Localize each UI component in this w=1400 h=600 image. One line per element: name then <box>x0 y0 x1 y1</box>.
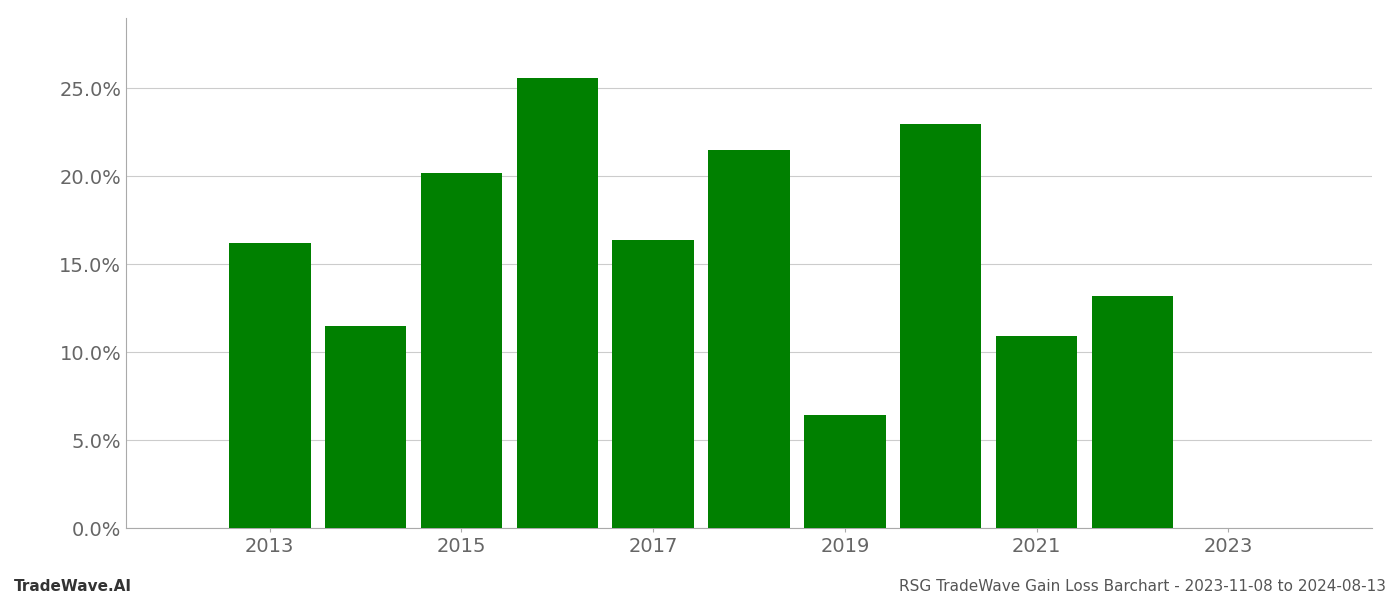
Bar <box>325 326 406 528</box>
Bar <box>708 150 790 528</box>
Bar <box>421 173 503 528</box>
Bar <box>230 243 311 528</box>
Bar <box>804 415 886 528</box>
Bar <box>517 78 598 528</box>
Bar <box>900 124 981 528</box>
Bar <box>1092 296 1173 528</box>
Text: RSG TradeWave Gain Loss Barchart - 2023-11-08 to 2024-08-13: RSG TradeWave Gain Loss Barchart - 2023-… <box>899 579 1386 594</box>
Bar <box>995 337 1077 528</box>
Text: TradeWave.AI: TradeWave.AI <box>14 579 132 594</box>
Bar <box>612 239 694 528</box>
